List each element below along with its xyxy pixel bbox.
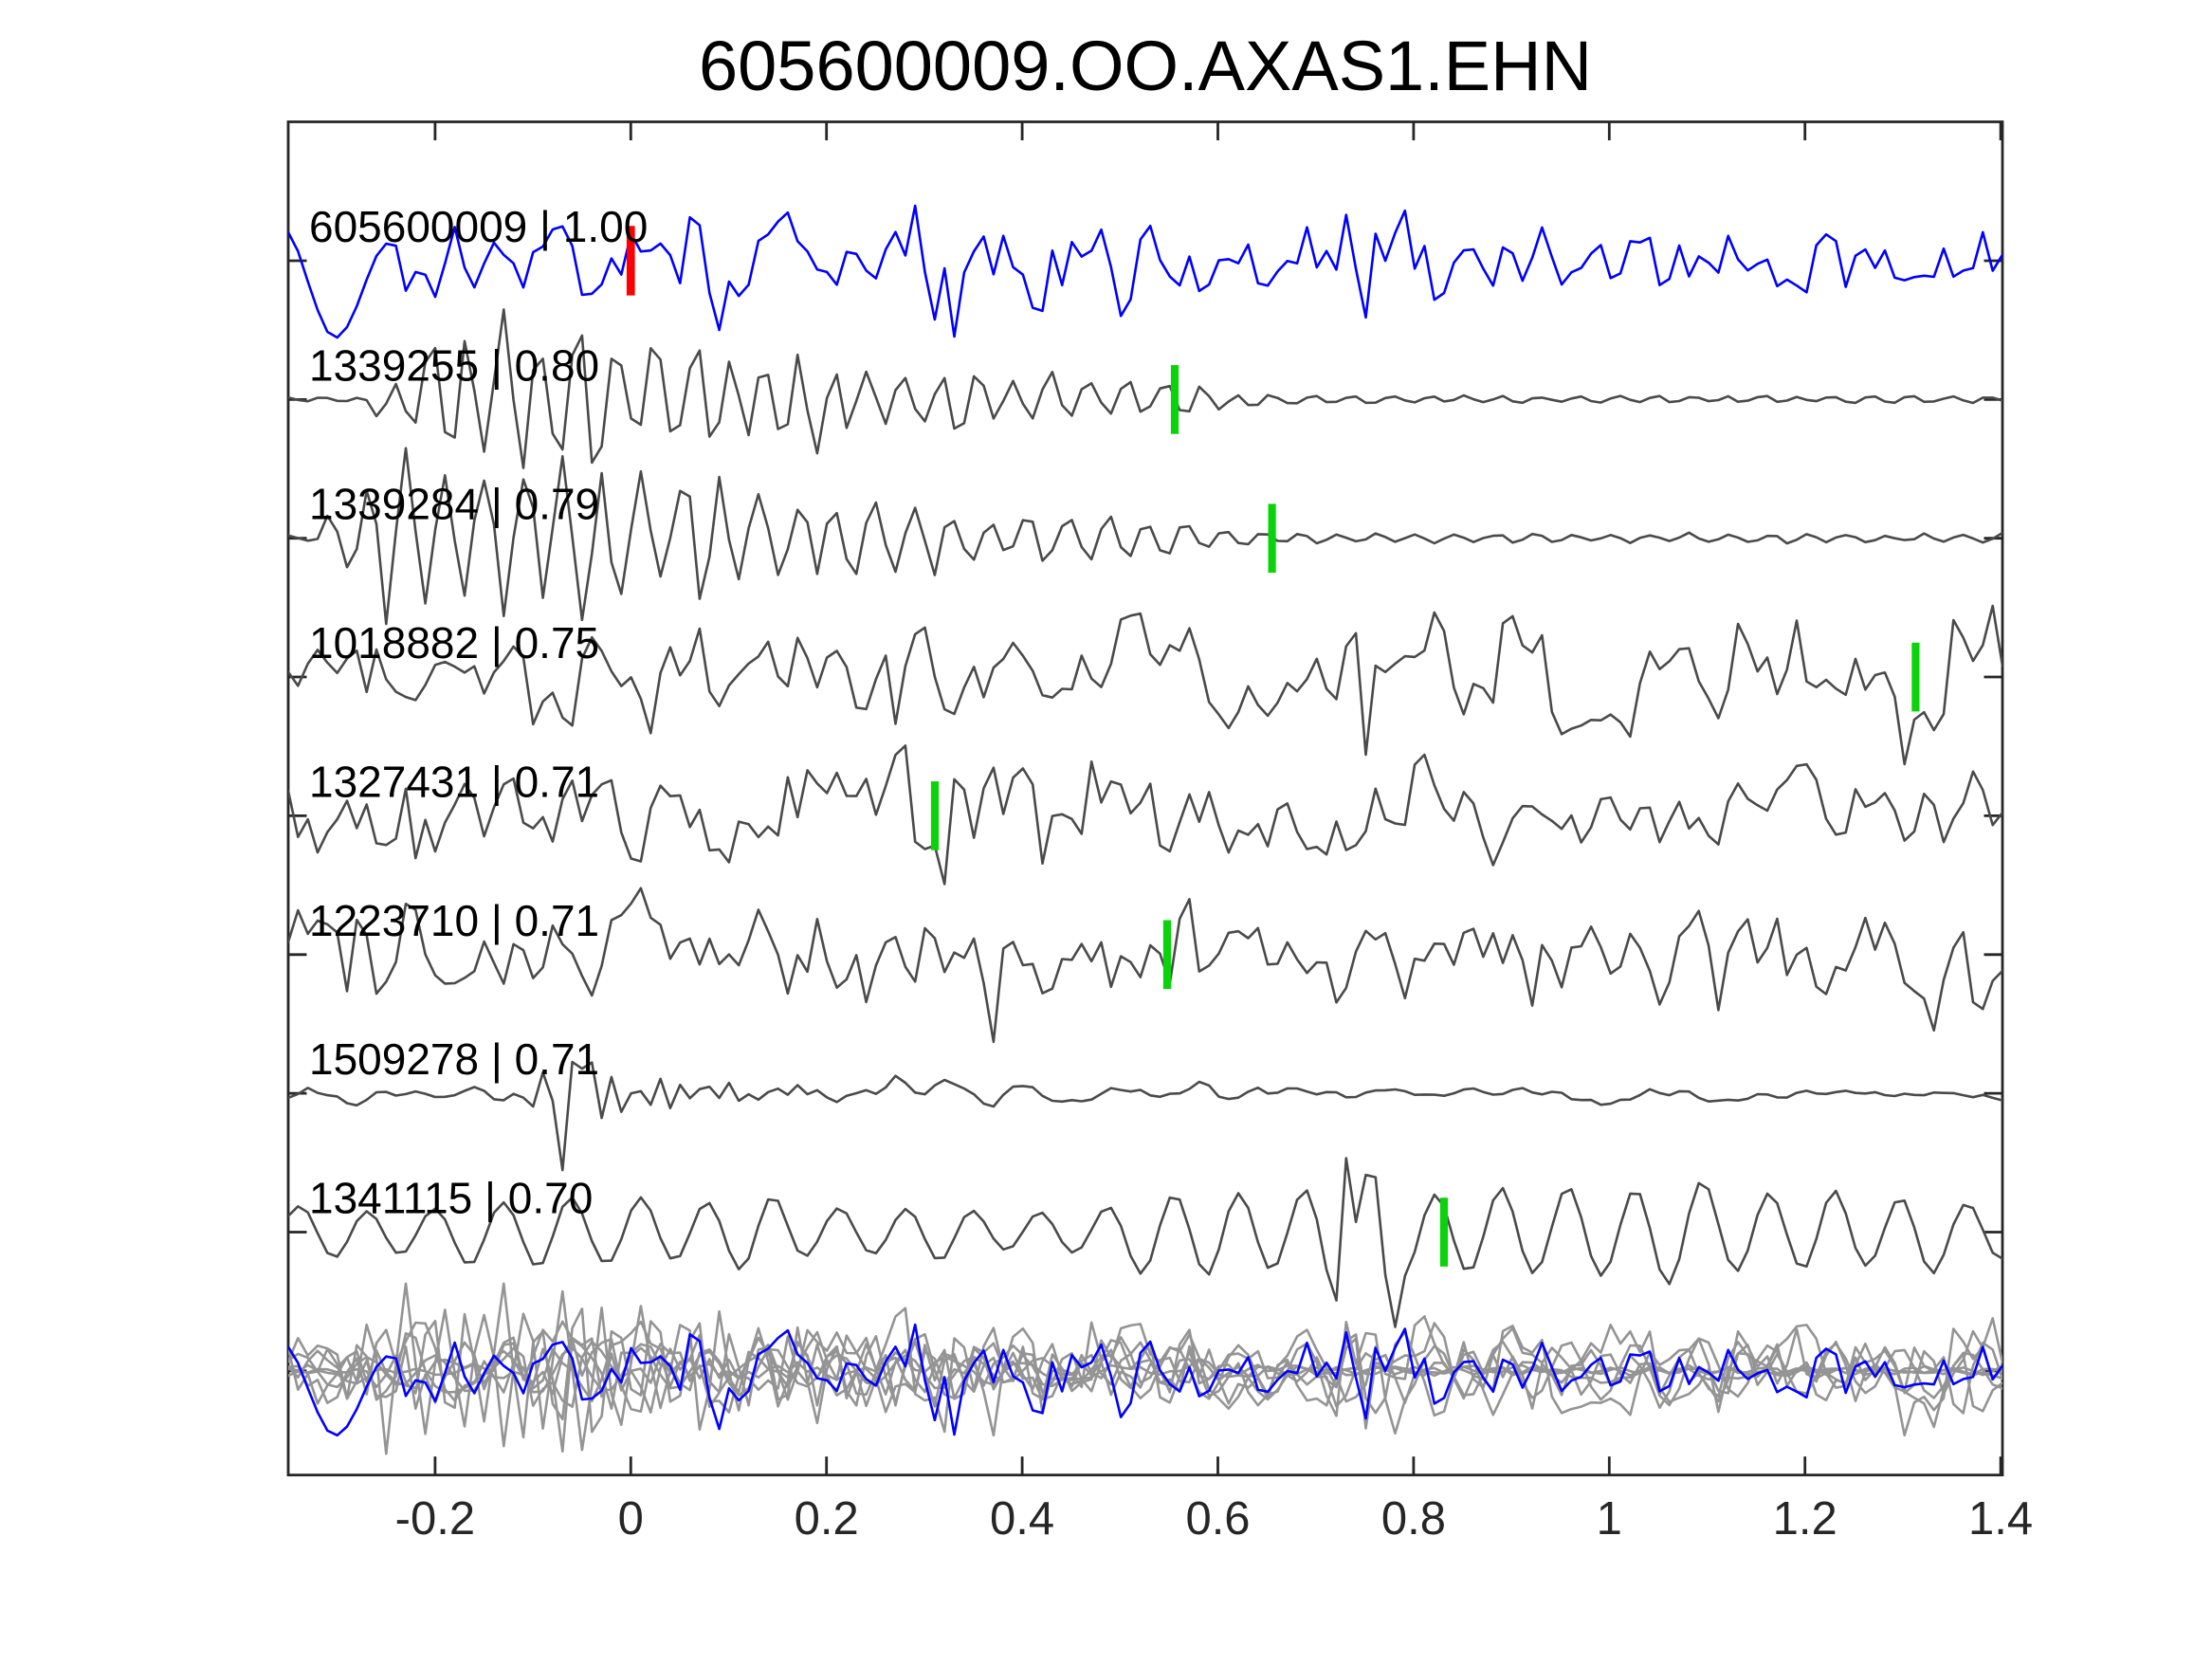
svg-text:1.4: 1.4 (1968, 1493, 2033, 1545)
svg-text:1327431 | 0.71: 1327431 | 0.71 (309, 757, 599, 806)
svg-text:1339255 | 0.80: 1339255 | 0.80 (309, 340, 599, 390)
svg-text:0.8: 0.8 (1381, 1493, 1446, 1545)
svg-text:0.2: 0.2 (795, 1493, 859, 1545)
svg-text:1339284 | 0.79: 1339284 | 0.79 (309, 480, 599, 529)
svg-text:1509278 | 0.71: 1509278 | 0.71 (309, 1034, 599, 1084)
svg-text:0: 0 (618, 1493, 644, 1545)
svg-text:605600009.OO.AXAS1.EHN: 605600009.OO.AXAS1.EHN (699, 27, 1592, 105)
svg-text:1341115 | 0.70: 1341115 | 0.70 (309, 1174, 593, 1223)
svg-text:1: 1 (1597, 1493, 1622, 1545)
svg-text:605600009 | 1.00: 605600009 | 1.00 (309, 202, 648, 251)
svg-text:-0.2: -0.2 (395, 1493, 475, 1545)
svg-text:0.6: 0.6 (1185, 1493, 1250, 1545)
svg-text:1018882 | 0.75: 1018882 | 0.75 (309, 618, 599, 667)
svg-text:0.4: 0.4 (990, 1493, 1054, 1545)
svg-text:1.2: 1.2 (1773, 1493, 1837, 1545)
svg-text:1223710 | 0.71: 1223710 | 0.71 (309, 896, 599, 945)
